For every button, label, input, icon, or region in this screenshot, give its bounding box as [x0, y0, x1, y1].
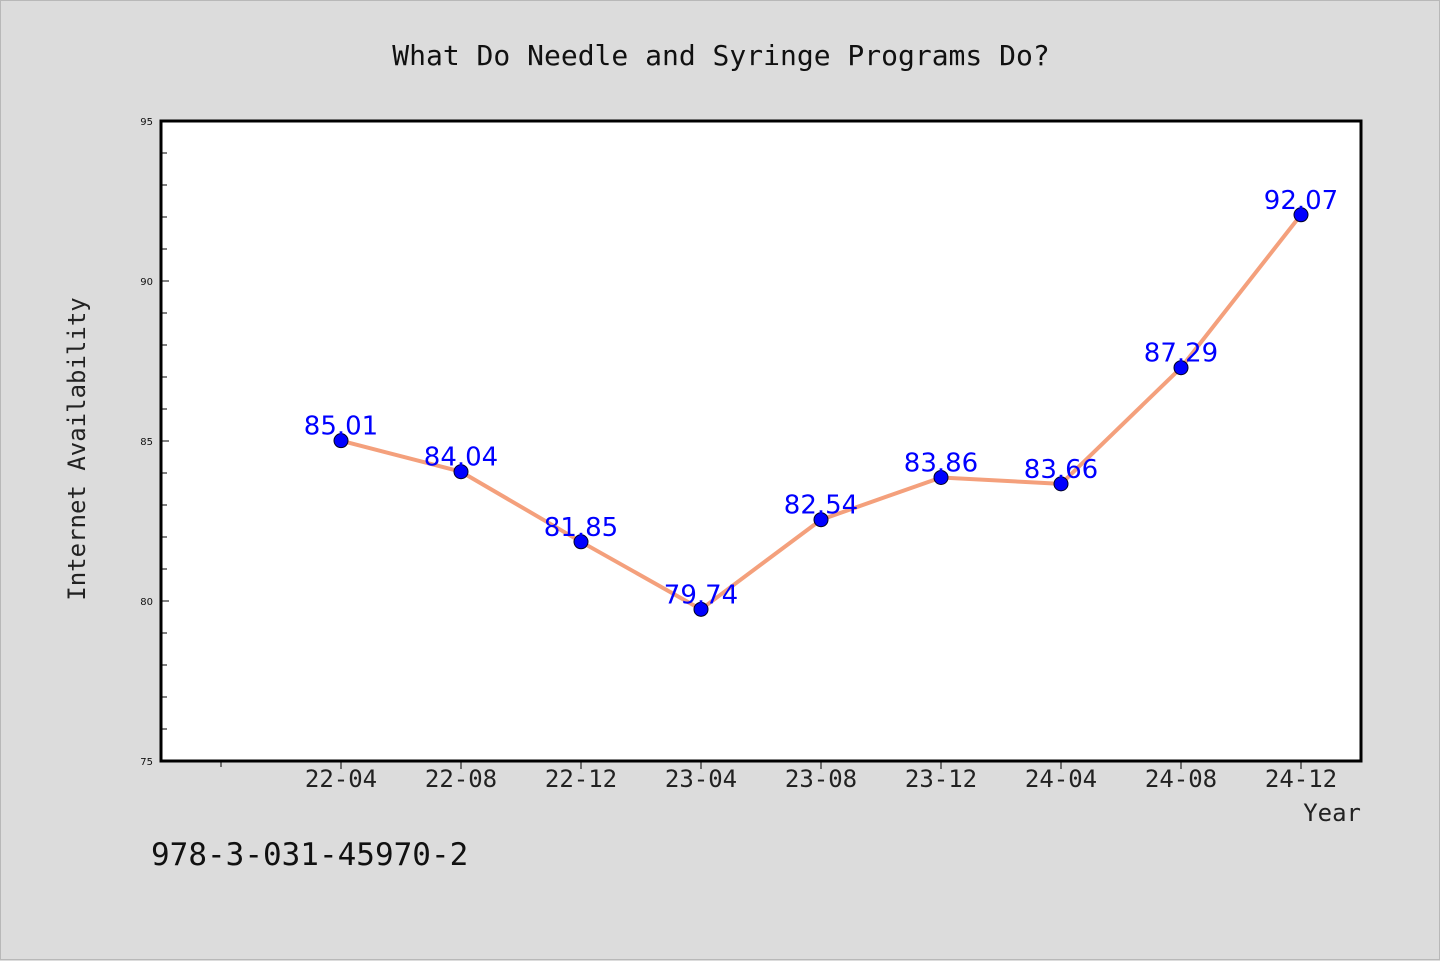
data-labels: 85.01 84.04 81.85 79.74 82.54 83.86 83.66 87.29… [304, 186, 1338, 611]
x-tick-label: 24-04 [1025, 765, 1097, 793]
data-label: 83.66 [1024, 455, 1098, 485]
data-point [933, 469, 949, 485]
data-point [1293, 207, 1309, 223]
x-tick-label: 24-12 [1265, 765, 1337, 793]
plot-area [159, 119, 1363, 763]
data-label: 92.07 [1264, 186, 1338, 216]
y-tick-label: 80 [140, 597, 153, 608]
data-label: 81.85 [544, 513, 618, 543]
footnote-isbn: 978-3-031-45970-2 [151, 837, 468, 873]
data-label: 84.04 [424, 443, 498, 473]
data-point [333, 433, 349, 449]
x-tick-label: 22-08 [425, 765, 497, 793]
data-label: 83.86 [904, 448, 978, 478]
data-label: 82.54 [784, 491, 858, 521]
x-tick-label: 22-12 [545, 765, 617, 793]
y-tick-label: 90 [140, 277, 153, 288]
data-points [333, 207, 1309, 617]
data-point [453, 464, 469, 480]
y-axis: 75 80 85 90 95 [140, 117, 169, 768]
x-tick-label: 23-12 [905, 765, 977, 793]
chart-title: What Do Needle and Syringe Programs Do? [392, 39, 1049, 72]
x-tick-label: 23-08 [785, 765, 857, 793]
x-tick-label: 22-04 [305, 765, 377, 793]
y-tick-label: 85 [140, 437, 153, 448]
x-tick-label: 23-04 [665, 765, 737, 793]
data-point [573, 534, 589, 550]
y-axis-label: Internet Availability [63, 297, 91, 600]
data-point [813, 512, 829, 528]
x-axis: 22-04 22-08 22-12 23-04 23-08 23-12 24-04 24-08… [220, 761, 1337, 793]
x-axis-label: Year [1303, 799, 1361, 827]
data-label: 79.74 [664, 580, 738, 610]
data-point [1053, 476, 1069, 492]
data-point [693, 601, 709, 617]
data-label: 87.29 [1144, 339, 1218, 369]
data-point [1173, 360, 1189, 376]
y-tick-label: 95 [140, 117, 153, 128]
x-tick-label: 24-08 [1145, 765, 1217, 793]
data-label: 85.01 [304, 412, 378, 442]
y-tick-label: 75 [140, 757, 153, 768]
